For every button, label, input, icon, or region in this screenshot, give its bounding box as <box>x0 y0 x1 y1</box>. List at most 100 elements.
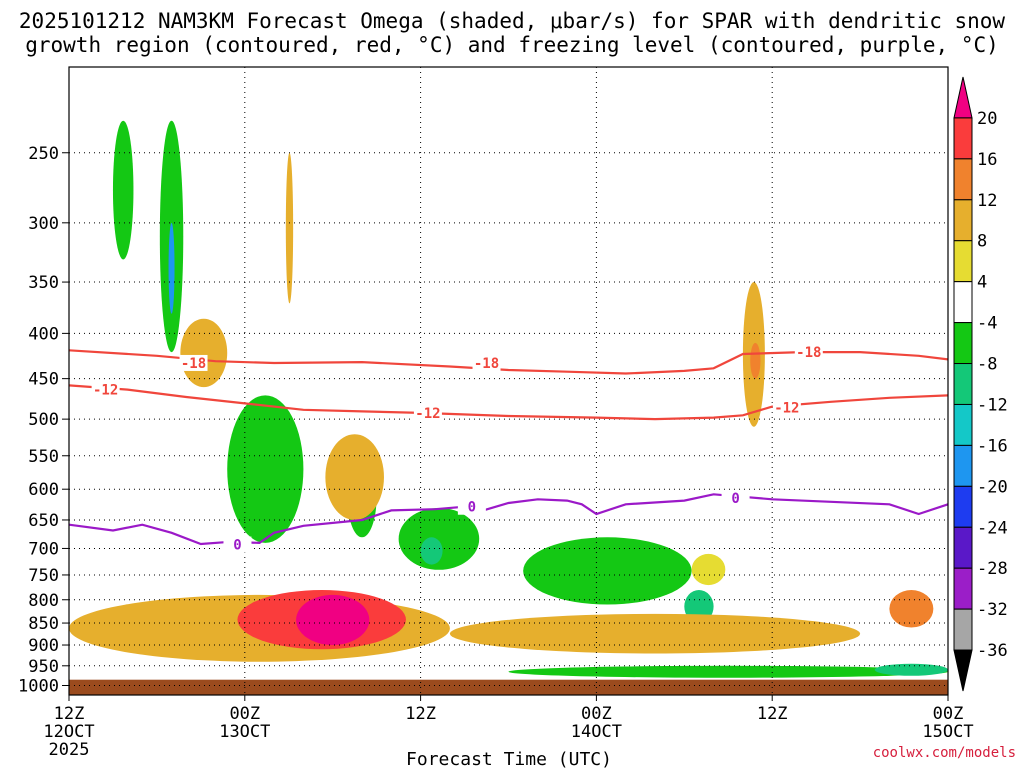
omega-shaded-area <box>285 152 294 304</box>
omega-shaded-area <box>180 318 228 388</box>
contour-label-background <box>457 498 486 515</box>
colorbar-tick-label: -8 <box>977 355 997 375</box>
colorbar-tick-label: -28 <box>977 559 1008 579</box>
contour-label: -12 <box>415 406 440 422</box>
x-tick-label: 00Z <box>933 704 964 724</box>
x-tick-label: 12Z <box>757 704 788 724</box>
y-tick-label: 250 <box>28 144 59 164</box>
x-axis-label: Forecast Time (UTC) <box>406 749 612 768</box>
x-tick-label: 12Z <box>54 704 85 724</box>
colorbar-triangle-bottom <box>953 649 973 692</box>
y-tick-label: 800 <box>28 591 59 611</box>
y-tick-label: 950 <box>28 657 59 677</box>
x-tick-label: 00Z <box>581 704 612 724</box>
colorbar-swatch <box>953 526 973 569</box>
x-tick-date: 12OCT <box>43 722 94 742</box>
contour-label-background <box>91 381 120 398</box>
x-tick-date: 13OCT <box>219 722 270 742</box>
contour-label: 0 <box>731 491 739 507</box>
x-tick-label: 12Z <box>405 704 436 724</box>
colorbar-swatch <box>953 608 973 651</box>
omega-shaded-area <box>889 590 934 628</box>
colorbar-tick-label: 20 <box>977 109 997 129</box>
omega-shaded-area <box>523 537 692 605</box>
colorbar-tick-label: -12 <box>977 395 1008 415</box>
colorbar-swatch <box>953 117 973 160</box>
y-tick-label: 400 <box>28 324 59 344</box>
y-tick-label: 550 <box>28 447 59 467</box>
colorbar-tick-label: -20 <box>977 477 1008 497</box>
colorbar-triangle-top <box>953 76 973 119</box>
omega-shaded-area <box>227 395 304 543</box>
x-tick-date: 15OCT <box>922 722 973 742</box>
omega-shaded-area <box>398 507 480 570</box>
y-tick-label: 850 <box>28 614 59 634</box>
colorbar-swatch <box>953 199 973 242</box>
omega-shaded-area <box>420 537 443 565</box>
y-tick-label: 650 <box>28 511 59 531</box>
contour-label: -12 <box>774 400 799 416</box>
y-tick-label: 900 <box>28 636 59 656</box>
omega-shaded-area <box>112 120 134 260</box>
y-tick-label: 700 <box>28 539 59 559</box>
colorbar-swatch <box>953 444 973 487</box>
credit-text: coolwx.com/models <box>873 745 1016 761</box>
colorbar-swatch <box>953 363 973 405</box>
colorbar-tick-label: -4 <box>977 314 997 334</box>
y-tick-label: 300 <box>28 214 59 234</box>
y-tick-label: 750 <box>28 566 59 586</box>
chart-title-line-2: growth region (contoured, red, °C) and f… <box>25 33 999 57</box>
contour-label-background <box>179 354 208 371</box>
omega-shaded-area <box>691 553 726 586</box>
y-tick-label: 350 <box>28 273 59 293</box>
contour-label-background <box>413 404 442 421</box>
colorbar-tick-label: 16 <box>977 150 997 170</box>
ground-layer <box>69 679 948 695</box>
y-tick-label: 1000 <box>18 677 59 697</box>
colorbar-swatch <box>953 403 973 446</box>
contour-label-background <box>794 344 823 361</box>
contour-label-background <box>472 354 501 371</box>
omega-shaded-area <box>168 222 175 314</box>
x-tick-label: 00Z <box>229 704 260 724</box>
contour-label: -18 <box>181 356 206 372</box>
contour-line <box>69 384 948 421</box>
colorbar-tick-label: -32 <box>977 600 1008 620</box>
colorbar-tick-label: 12 <box>977 191 997 211</box>
omega-shaded-area <box>874 663 948 676</box>
y-tick-label: 450 <box>28 370 59 390</box>
contour-line <box>69 349 948 375</box>
contour-label: -18 <box>474 356 499 372</box>
omega-shaded-area <box>296 594 370 646</box>
contour-line <box>69 493 948 546</box>
contour-label-background <box>772 399 801 416</box>
colorbar-swatch <box>953 158 973 201</box>
y-tick-label: 500 <box>28 410 59 430</box>
omega-shaded-area <box>449 613 861 654</box>
colorbar-tick-label: 4 <box>977 273 987 293</box>
omega-shaded-area <box>508 665 948 678</box>
colorbar-swatch <box>953 567 973 610</box>
colorbar-swatch <box>953 240 973 283</box>
contour-label-background <box>721 490 750 507</box>
contour-label: -12 <box>93 383 118 399</box>
colorbar-tick-label: 8 <box>977 232 987 252</box>
contour-label: 0 <box>233 538 241 554</box>
colorbar-swatch <box>953 322 973 365</box>
x-tick-year: 2025 <box>49 740 90 760</box>
colorbar-swatch <box>953 485 973 528</box>
contour-label: -18 <box>796 345 821 361</box>
contour-label-background <box>223 536 252 553</box>
chart-title-line-1: 2025101212 NAM3KM Forecast Omega (shaded… <box>18 9 1006 33</box>
omega-shaded-area <box>325 434 384 520</box>
colorbar-tick-label: -16 <box>977 436 1008 456</box>
omega-shaded-area <box>750 342 761 379</box>
x-tick-date: 14OCT <box>571 722 622 742</box>
plot-frame <box>68 66 949 696</box>
colorbar-swatch <box>953 281 973 324</box>
colorbar-tick-label: -36 <box>977 641 1008 661</box>
colorbar-tick-label: -24 <box>977 518 1008 538</box>
y-tick-label: 600 <box>28 480 59 500</box>
contour-label: 0 <box>468 500 476 516</box>
